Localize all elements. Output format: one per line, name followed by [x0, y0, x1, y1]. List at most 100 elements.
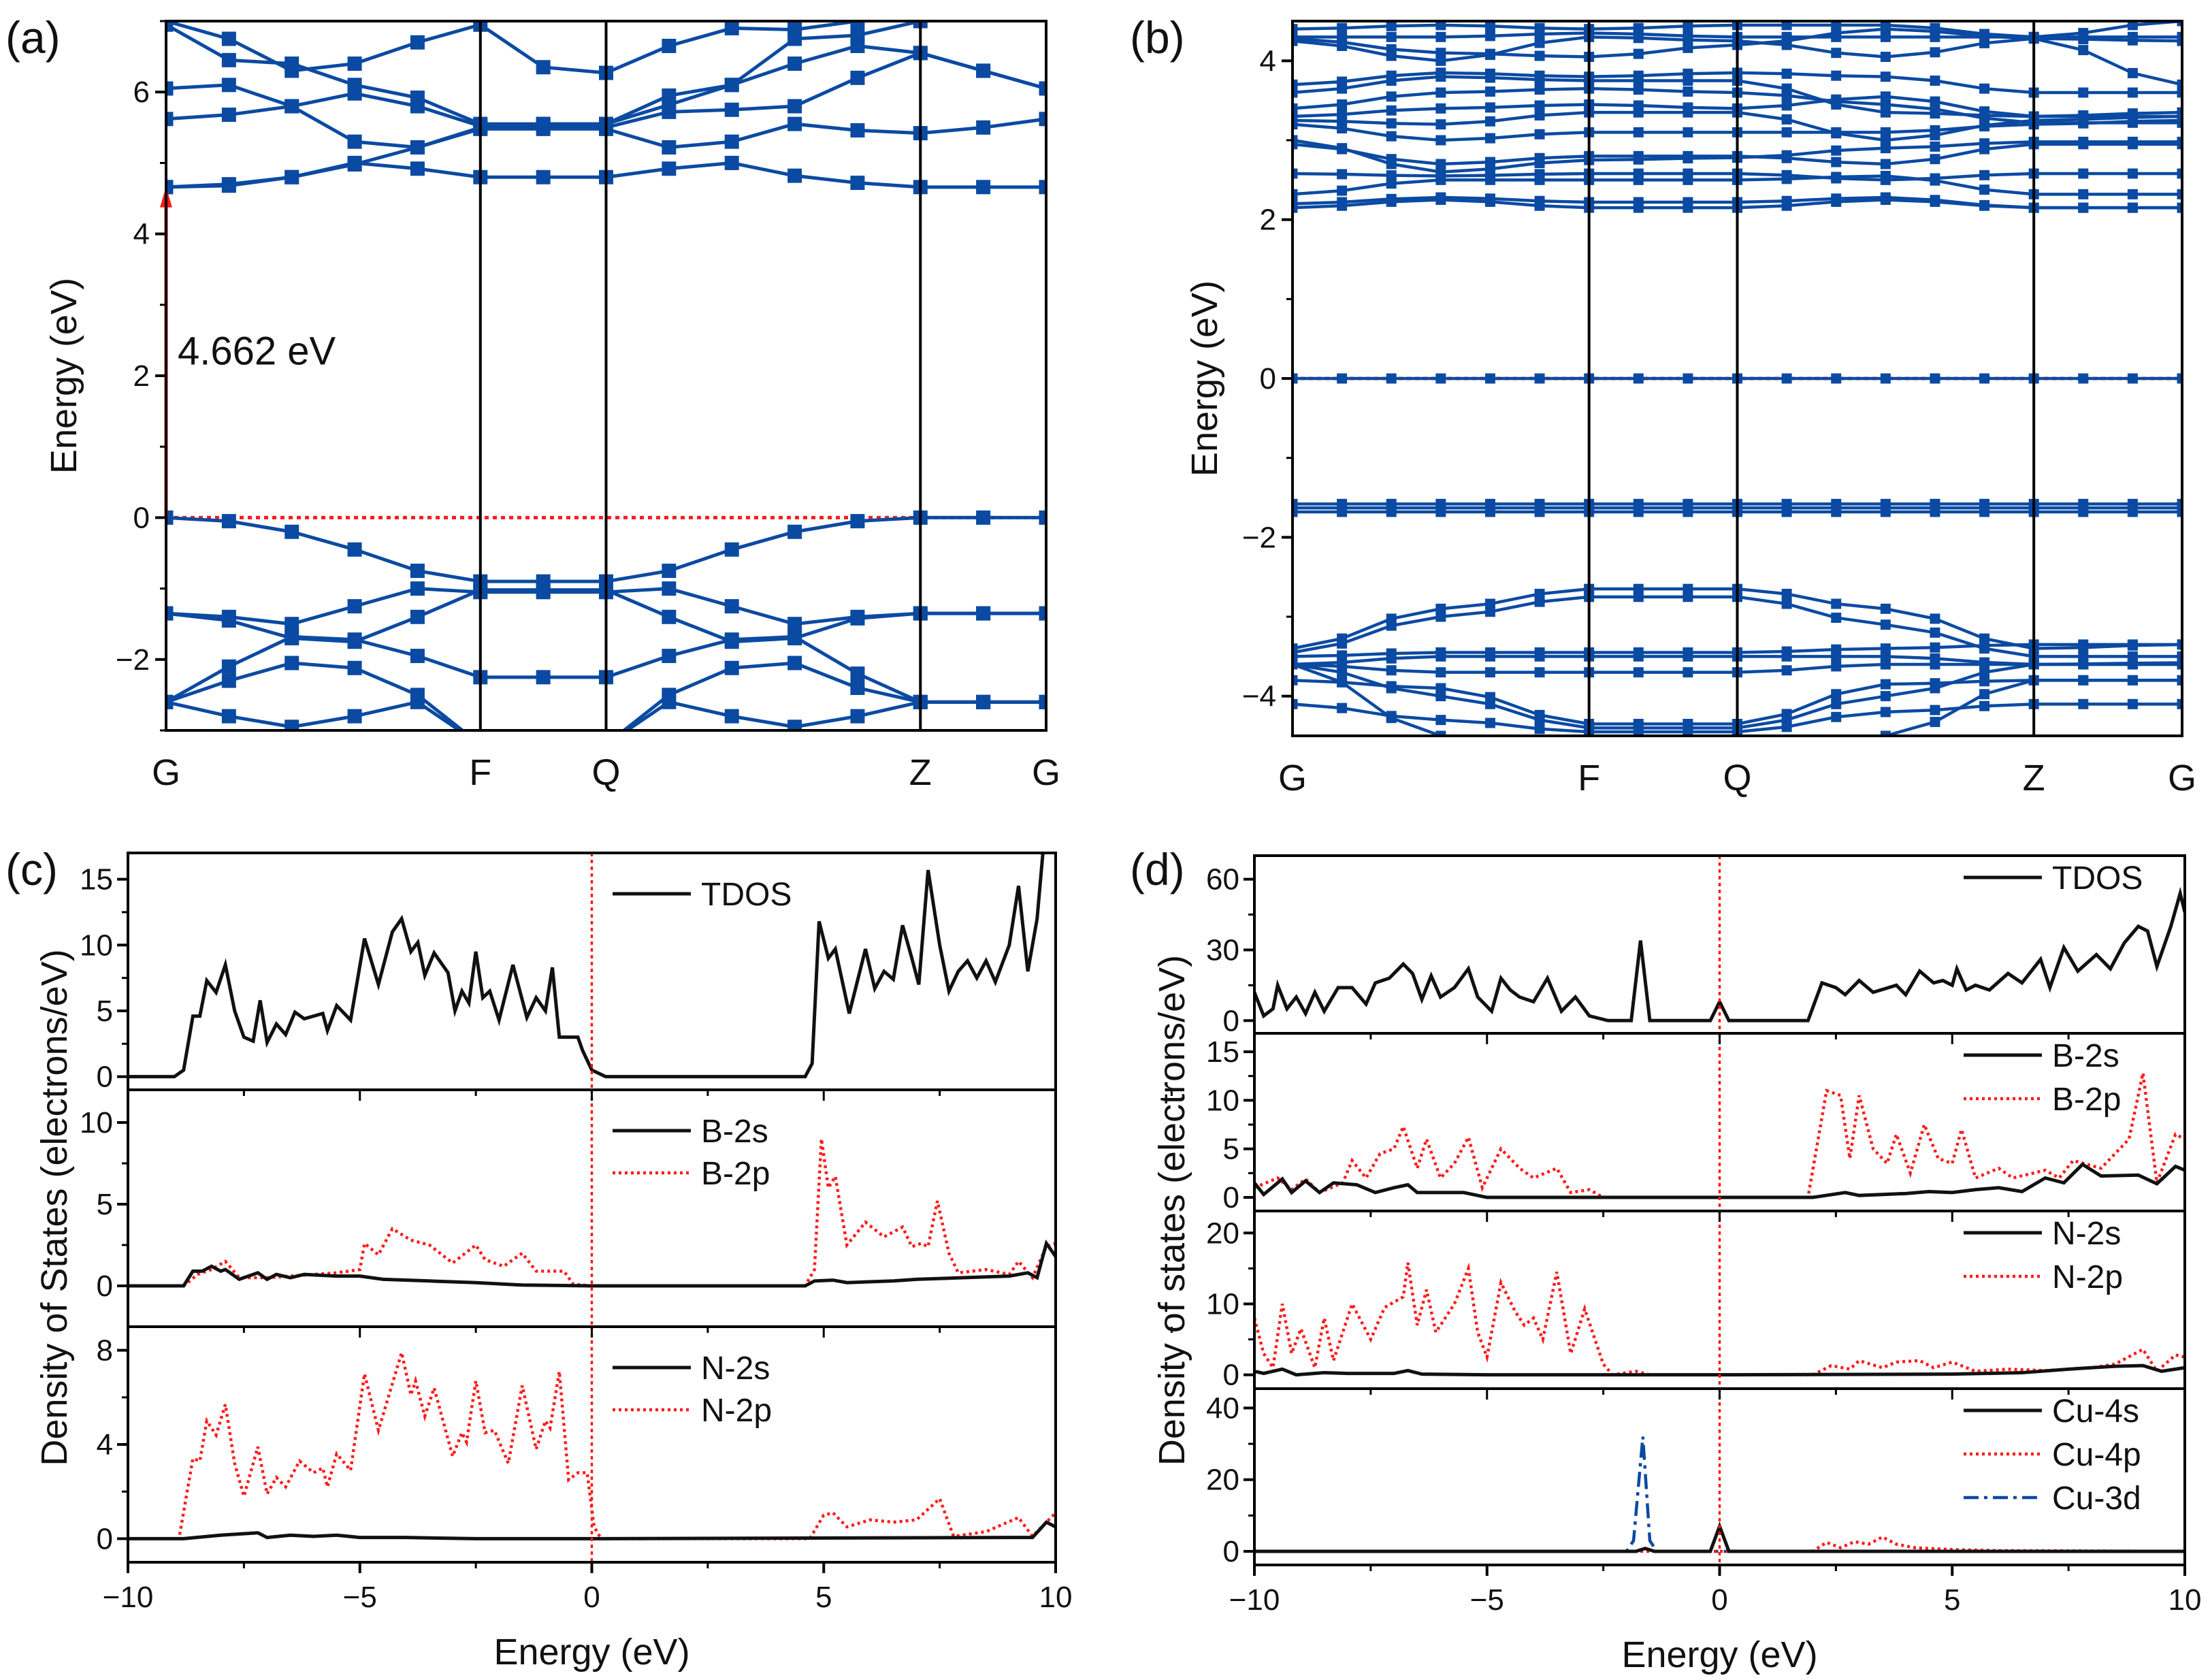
band-2-kpoint-2 [1386, 178, 1397, 189]
y-tick-label: 0 [1223, 1535, 1239, 1568]
band-3-kpoint-12 [1880, 174, 1891, 185]
panel-c-density-of-states: 0 5 10 15 TDOS 0 5 10 B-2s B-2p 0 4 8 N-2s N-2p −10 −5 0 5… [5, 844, 1173, 1673]
band-15-kpoint-14 [1979, 31, 1990, 42]
band-16-kpoint-3 [1435, 373, 1446, 384]
band-15-kpoint-3 [1435, 48, 1446, 59]
band-28-kpoint-14 [1979, 689, 1990, 700]
band-0-kpoint-13 [976, 510, 991, 525]
x-tick-label: 10 [2168, 1583, 2202, 1617]
band-26-kpoint-11 [1831, 698, 1842, 709]
x-axis-title: Energy (eV) [1621, 1634, 1817, 1675]
band-10-kpoint-18 [2177, 111, 2182, 122]
band-21-kpoint-10 [1781, 598, 1792, 609]
y-tick-label: 30 [1206, 933, 1239, 967]
band-0-kpoint-8 [662, 564, 677, 579]
band-23-kpoint-5 [1534, 651, 1545, 662]
band-8-kpoint-12 [1880, 91, 1891, 102]
band-13-kpoint-12 [1880, 31, 1891, 42]
x-tick-label: 0 [1711, 1583, 1727, 1617]
kpoint-label: Z [909, 752, 932, 793]
band-8-kpoint-1 [1337, 109, 1348, 120]
band-15-kpoint-13 [1930, 26, 1940, 37]
band-23-kpoint-3 [1435, 651, 1446, 662]
bands-group [166, 21, 1046, 730]
band-16-kpoint-1 [1337, 373, 1348, 384]
band-8-kpoint-7 [1633, 100, 1644, 111]
y-tick-label: 4 [1260, 44, 1276, 78]
band-26-kpoint-14 [1979, 667, 1990, 678]
band-14-kpoint-3 [1435, 21, 1446, 31]
band-13-kpoint-2 [1386, 31, 1397, 42]
band-5-kpoint-4 [1484, 163, 1495, 174]
band-3-kpoint-1 [1337, 169, 1348, 180]
band-24-kpoint-10 [1781, 665, 1792, 676]
band-10-kpoint-13 [1930, 108, 1940, 119]
band-6-kpoint-8 [662, 161, 677, 176]
y-tick-label: 15 [80, 863, 113, 896]
band-11-kpoint-8 [662, 38, 677, 53]
band-6-kpoint-12 [1880, 127, 1891, 138]
band-14-kpoint-7 [1633, 22, 1644, 33]
legend-label: N-2p [2052, 1259, 2123, 1295]
band-14-kpoint-10 [1781, 21, 1792, 31]
band-2-kpoint-18 [2177, 189, 2182, 199]
band-0-kpoint-9 [724, 542, 739, 557]
band-24-kpoint-12 [1880, 659, 1891, 670]
band-1-kpoint-3 [347, 599, 362, 614]
kpoint-label: G [1278, 758, 1307, 798]
band-7-kpoint-9 [724, 134, 739, 149]
band-26-kpoint-17 [2127, 659, 2138, 670]
band-16-kpoint-16 [2078, 373, 2089, 384]
y-tick-label: −2 [1242, 521, 1276, 554]
band-1-kpoint-2 [285, 617, 299, 632]
band-5-kpoint-3 [347, 709, 362, 724]
band-11-kpoint-5 [1534, 70, 1545, 81]
y-tick-label: 20 [1206, 1216, 1239, 1250]
dos-curve-cu-4p [1254, 1535, 2185, 1553]
band-10-kpoint-11 [1831, 99, 1842, 110]
y-tick-label: 10 [80, 1106, 113, 1140]
band-19-kpoint-12 [1880, 506, 1891, 517]
band-7-kpoint-4 [1484, 116, 1495, 127]
band-3-kpoint-11 [1831, 173, 1842, 184]
band-28-kpoint-3 [1435, 730, 1446, 736]
band-5-kpoint-14 [1979, 138, 1990, 149]
legend-label: B-2p [2052, 1082, 2121, 1118]
band-24-kpoint-11 [1831, 661, 1842, 672]
band-2-kpoint-6 [536, 583, 551, 598]
dos-subplot-0: 0 30 60 TDOS [1206, 854, 2186, 1037]
band-6-kpoint-14 [1039, 180, 1046, 195]
band-4-kpoint-1 [221, 673, 236, 688]
band-4-kpoint-10 [787, 656, 802, 671]
band-11-kpoint-0 [166, 21, 174, 29]
band-11-kpoint-10 [787, 22, 802, 37]
legend-label: TDOS [2052, 860, 2143, 896]
band-5-kpoint-2 [1386, 159, 1397, 169]
band-10-kpoint-10 [1781, 83, 1792, 94]
band-5-kpoint-3 [1435, 167, 1446, 178]
band-7-kpoint-1 [221, 178, 236, 193]
band-11-kpoint-10 [1781, 68, 1792, 79]
band-10-kpoint-11 [850, 28, 865, 43]
y-tick-label: 10 [80, 928, 113, 962]
legend-label: Cu-4p [2052, 1437, 2141, 1473]
band-7-kpoint-8 [662, 140, 677, 155]
band-19-kpoint-3 [1435, 506, 1446, 517]
band-10-kpoint-14 [1979, 110, 1990, 121]
band-24-kpoint-2 [1386, 665, 1397, 676]
band-12-kpoint-12 [1880, 52, 1891, 62]
legend-label: N-2p [701, 1393, 772, 1429]
band-1-kpoint-8 [662, 581, 677, 596]
band-7-kpoint-3 [1435, 119, 1446, 130]
band-21-kpoint-13 [1930, 627, 1940, 638]
band-4-kpoint-11 [1831, 157, 1842, 167]
band-2-kpoint-17 [2127, 189, 2138, 199]
y-tick-label: 8 [97, 1334, 113, 1368]
band-7-kpoint-5 [1534, 110, 1545, 121]
curves-group [1254, 1073, 2185, 1199]
band-20-kpoint-5 [1534, 588, 1545, 599]
band-14-kpoint-4 [1484, 21, 1495, 31]
band-6-kpoint-9 [724, 155, 739, 170]
